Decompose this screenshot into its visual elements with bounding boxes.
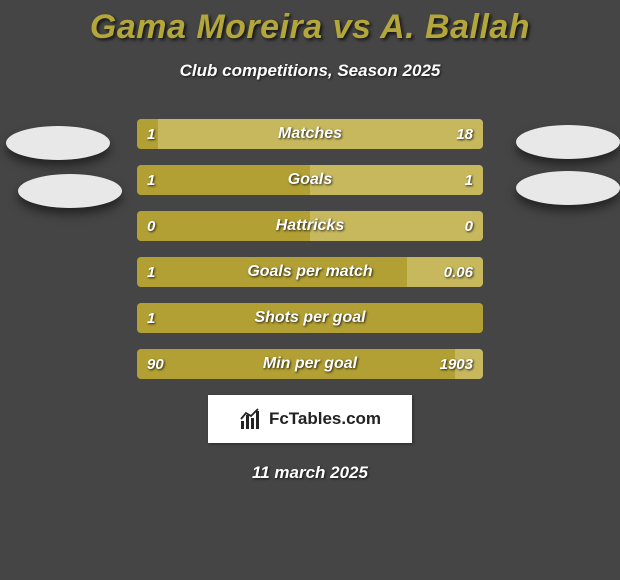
date-text: 11 march 2025 bbox=[0, 463, 620, 483]
stat-row: 10.06Goals per match bbox=[137, 257, 483, 287]
stat-row: 901903Min per goal bbox=[137, 349, 483, 379]
player-right-shadow-2 bbox=[516, 171, 620, 205]
bar-left bbox=[137, 349, 455, 379]
bar-left bbox=[137, 165, 310, 195]
bar-right bbox=[455, 349, 483, 379]
stat-row: 11Goals bbox=[137, 165, 483, 195]
player-right-shadow-1 bbox=[516, 125, 620, 159]
bar-right bbox=[407, 257, 483, 287]
bar-left bbox=[137, 257, 407, 287]
stat-row: 1Shots per goal bbox=[137, 303, 483, 333]
bar-chart-icon bbox=[239, 407, 263, 431]
bar-left bbox=[137, 119, 158, 149]
page-title: Gama Moreira vs A. Ballah bbox=[0, 0, 620, 47]
logo-box: FcTables.com bbox=[208, 395, 412, 443]
stat-row: 118Matches bbox=[137, 119, 483, 149]
stat-row: 00Hattricks bbox=[137, 211, 483, 241]
comparison-chart: 118Matches 11Goals 00Hattricks 10.06Goals p… bbox=[0, 119, 620, 379]
page-subtitle: Club competitions, Season 2025 bbox=[0, 61, 620, 81]
bar-right bbox=[310, 165, 483, 195]
bar-right bbox=[310, 211, 483, 241]
player-left-shadow-1 bbox=[6, 126, 110, 160]
bar-right bbox=[158, 119, 483, 149]
player-left-shadow-2 bbox=[18, 174, 122, 208]
logo-text: FcTables.com bbox=[269, 409, 381, 429]
bar-left bbox=[137, 211, 310, 241]
stat-rows: 118Matches 11Goals 00Hattricks 10.06Goals p… bbox=[137, 119, 483, 379]
bar-left bbox=[137, 303, 483, 333]
